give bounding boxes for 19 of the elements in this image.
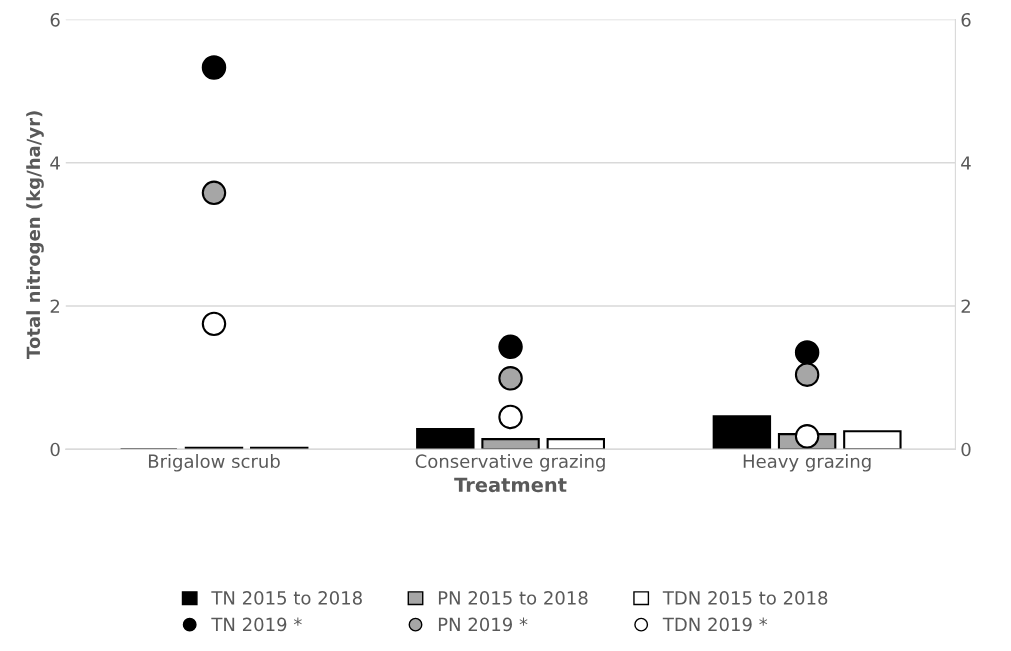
x-tick-label: Brigalow scrub	[148, 454, 280, 472]
legend-label: TDN 2019 *	[662, 617, 768, 632]
y2-tick-label: 0	[961, 442, 971, 457]
y-tick-label: 6	[50, 12, 60, 27]
y2-tick-label: 2	[961, 299, 970, 313]
y-tick-label: 0	[50, 442, 60, 457]
x-axis-title: Treatment	[454, 477, 567, 493]
y2-tick-label: 4	[961, 156, 971, 170]
x-tick-label: Conservative grazing	[415, 454, 605, 472]
y-tick-label: 2	[50, 299, 60, 313]
y-axis-title: Total nitrogen (kg/ha/yr)	[26, 111, 44, 359]
legend-label: PN 2019 *	[438, 617, 528, 632]
y2-tick-label: 6	[961, 12, 971, 27]
legend-label: TN 2015 to 2018	[211, 591, 362, 605]
legend-label: PN 2015 to 2018	[438, 591, 588, 605]
y-tick-label: 4	[50, 156, 60, 170]
legend-label: TN 2019 *	[211, 617, 302, 632]
x-tick-label: Heavy grazing	[743, 454, 871, 472]
legend-label: TDN 2015 to 2018	[662, 591, 828, 605]
